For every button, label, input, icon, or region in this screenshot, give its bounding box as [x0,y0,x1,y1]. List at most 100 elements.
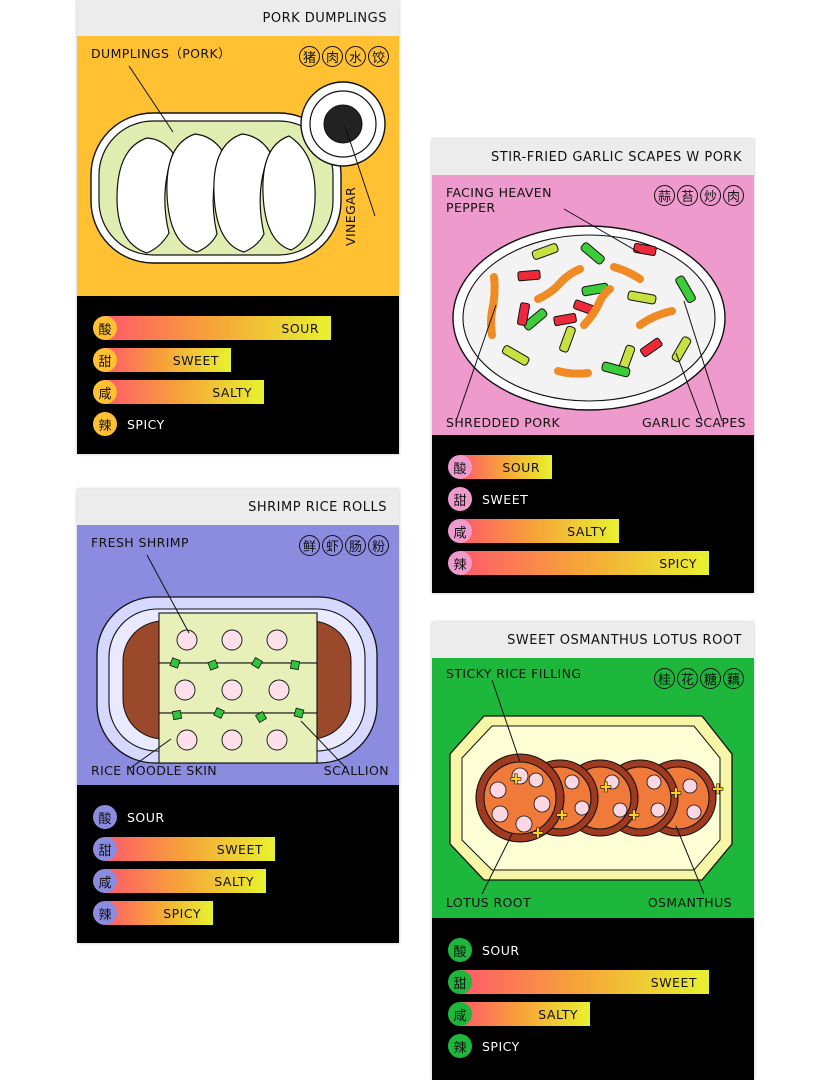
label-shredded-pork: SHREDDED PORK [446,415,561,430]
flavor-list: 酸 SOUR 甜 SWEET 咸 SALTY 辣 SPICY [77,296,399,454]
dish-illustration: FACING HEAVEN PEPPER SHREDDED PORK GARLI… [432,175,754,435]
card-title: PORK DUMPLINGS [77,0,399,36]
flavor-row: 咸 SALTY [448,519,754,543]
flavor-bar: SWEET [105,348,231,372]
flavor-label: SPICY [163,905,201,921]
label-pepper-line2: PEPPER [446,200,496,215]
flavor-bar: SOUR [460,938,540,962]
card-shrimp-rice-rolls: SHRIMP RICE ROLLS [77,489,399,943]
svg-text:✚: ✚ [712,782,724,798]
flavor-char: 酸 [448,455,472,479]
char-2: 炒 [700,185,721,206]
flavor-bar: SWEET [460,487,540,511]
flavor-row: 甜 SWEET [448,970,754,994]
char-1: 苔 [677,185,698,206]
flavor-row: 酸 SOUR [448,938,754,962]
char-3: 饺 [368,46,389,67]
svg-text:✚: ✚ [532,826,544,842]
flavor-char: 辣 [448,551,472,575]
flavor-row: 酸 SOUR [93,316,399,340]
flavor-char: 咸 [448,519,472,543]
flavor-bar: SOUR [105,805,185,829]
flavor-list: 酸 SOUR 甜 SWEET 咸 SALTY 辣 SPICY [432,918,754,1076]
flavor-char: 咸 [93,380,117,404]
flavor-char: 辣 [93,412,117,436]
rice-rolls-drawing [96,554,378,770]
chinese-name: 蒜 苔 炒 肉 [654,185,744,206]
card-osmanthus-lotus-root: SWEET OSMANTHUS LOTUS ROOT ✚ ✚ ✚ ✚ ✚ ✚ [432,622,754,1080]
flavor-bar: SWEET [105,837,275,861]
dumplings-drawing [90,65,386,264]
svg-text:✚: ✚ [670,786,682,802]
label-scallion: SCALLION [323,763,389,778]
char-0: 桂 [654,668,675,689]
flavor-bar: SALTY [460,519,619,543]
flavor-row: 辣 SPICY [448,1034,754,1058]
card-title: SWEET OSMANTHUS LOTUS ROOT [432,622,754,658]
label-vinegar: VINEGAR [343,186,358,246]
flavor-label: SOUR [482,942,520,958]
flavor-bar: SOUR [460,455,552,479]
svg-text:✚: ✚ [628,808,640,824]
label-rice-noodle-skin: RICE NOODLE SKIN [91,763,218,778]
label-sticky-rice: STICKY RICE FILLING [446,666,582,681]
flavor-char: 甜 [448,487,472,511]
flavor-bar: SPICY [105,412,185,436]
flavor-label: SWEET [172,352,219,368]
char-0: 猪 [299,46,320,67]
svg-text:✚: ✚ [600,780,612,796]
char-1: 虾 [322,535,343,556]
flavor-char: 辣 [448,1034,472,1058]
flavor-char: 辣 [93,901,117,925]
flavor-bar: SALTY [460,1002,590,1026]
dish-illustration: ✚ ✚ ✚ ✚ ✚ ✚ ✚ STICKY RICE FILLING LOTUS ROOT… [432,658,754,918]
lotus-root-drawing: ✚ ✚ ✚ ✚ ✚ ✚ ✚ [449,679,733,895]
label-dumplings: DUMPLINGS（PORK） [91,46,231,61]
label-pepper: FACING HEAVEN PEPPER [446,185,552,215]
flavor-row: 辣 SPICY [448,551,754,575]
flavor-char: 咸 [93,869,117,893]
card-pork-dumplings: PORK DUMPLINGS DUMPLINGS（PORK） VINEGAR 猪… [77,0,399,454]
char-3: 粉 [368,535,389,556]
flavor-label: SALTY [538,1006,578,1022]
flavor-row: 咸 SALTY [93,380,399,404]
flavor-row: 酸 SOUR [448,455,754,479]
char-1: 肉 [322,46,343,67]
flavor-char: 酸 [93,316,117,340]
char-0: 鲜 [299,535,320,556]
flavor-label: SWEET [650,974,697,990]
flavor-bar: SPICY [460,1034,540,1058]
flavor-label: SALTY [214,873,254,889]
char-3: 肉 [723,185,744,206]
card-title: SHRIMP RICE ROLLS [77,489,399,525]
flavor-row: 甜 SWEET [448,487,754,511]
label-pepper-line1: FACING HEAVEN [446,185,552,200]
svg-text:✚: ✚ [510,772,522,788]
flavor-row: 甜 SWEET [93,348,399,372]
flavor-row: 辣 SPICY [93,412,399,436]
flavor-list: 酸 SOUR 甜 SWEET 咸 SALTY 辣 SPICY [77,785,399,943]
flavor-bar: SPICY [460,551,709,575]
flavor-bar: SALTY [105,869,266,893]
flavor-label: SWEET [482,491,529,507]
flavor-label: SALTY [212,384,252,400]
flavor-char: 酸 [93,805,117,829]
label-lotus-root: LOTUS ROOT [446,895,532,910]
flavor-bar: SALTY [105,380,264,404]
char-0: 蒜 [654,185,675,206]
flavor-list: 酸 SOUR 甜 SWEET 咸 SALTY 辣 SPICY [432,435,754,593]
flavor-row: 咸 SALTY [448,1002,754,1026]
flavor-label: SOUR [127,809,165,825]
label-garlic-scapes: GARLIC SCAPES [641,415,746,430]
label-osmanthus: OSMANTHUS [647,895,732,910]
svg-text:✚: ✚ [556,808,568,824]
garlic-scapes-drawing [452,208,726,422]
flavor-bar: SPICY [105,901,213,925]
flavor-row: 酸 SOUR [93,805,399,829]
flavor-row: 辣 SPICY [93,901,399,925]
chinese-name: 猪 肉 水 饺 [299,46,389,67]
flavor-label: SOUR [502,459,540,475]
card-garlic-scapes: STIR-FRIED GARLIC SCAPES W PORK [432,139,754,593]
char-1: 花 [677,668,698,689]
flavor-label: SOUR [281,320,319,336]
